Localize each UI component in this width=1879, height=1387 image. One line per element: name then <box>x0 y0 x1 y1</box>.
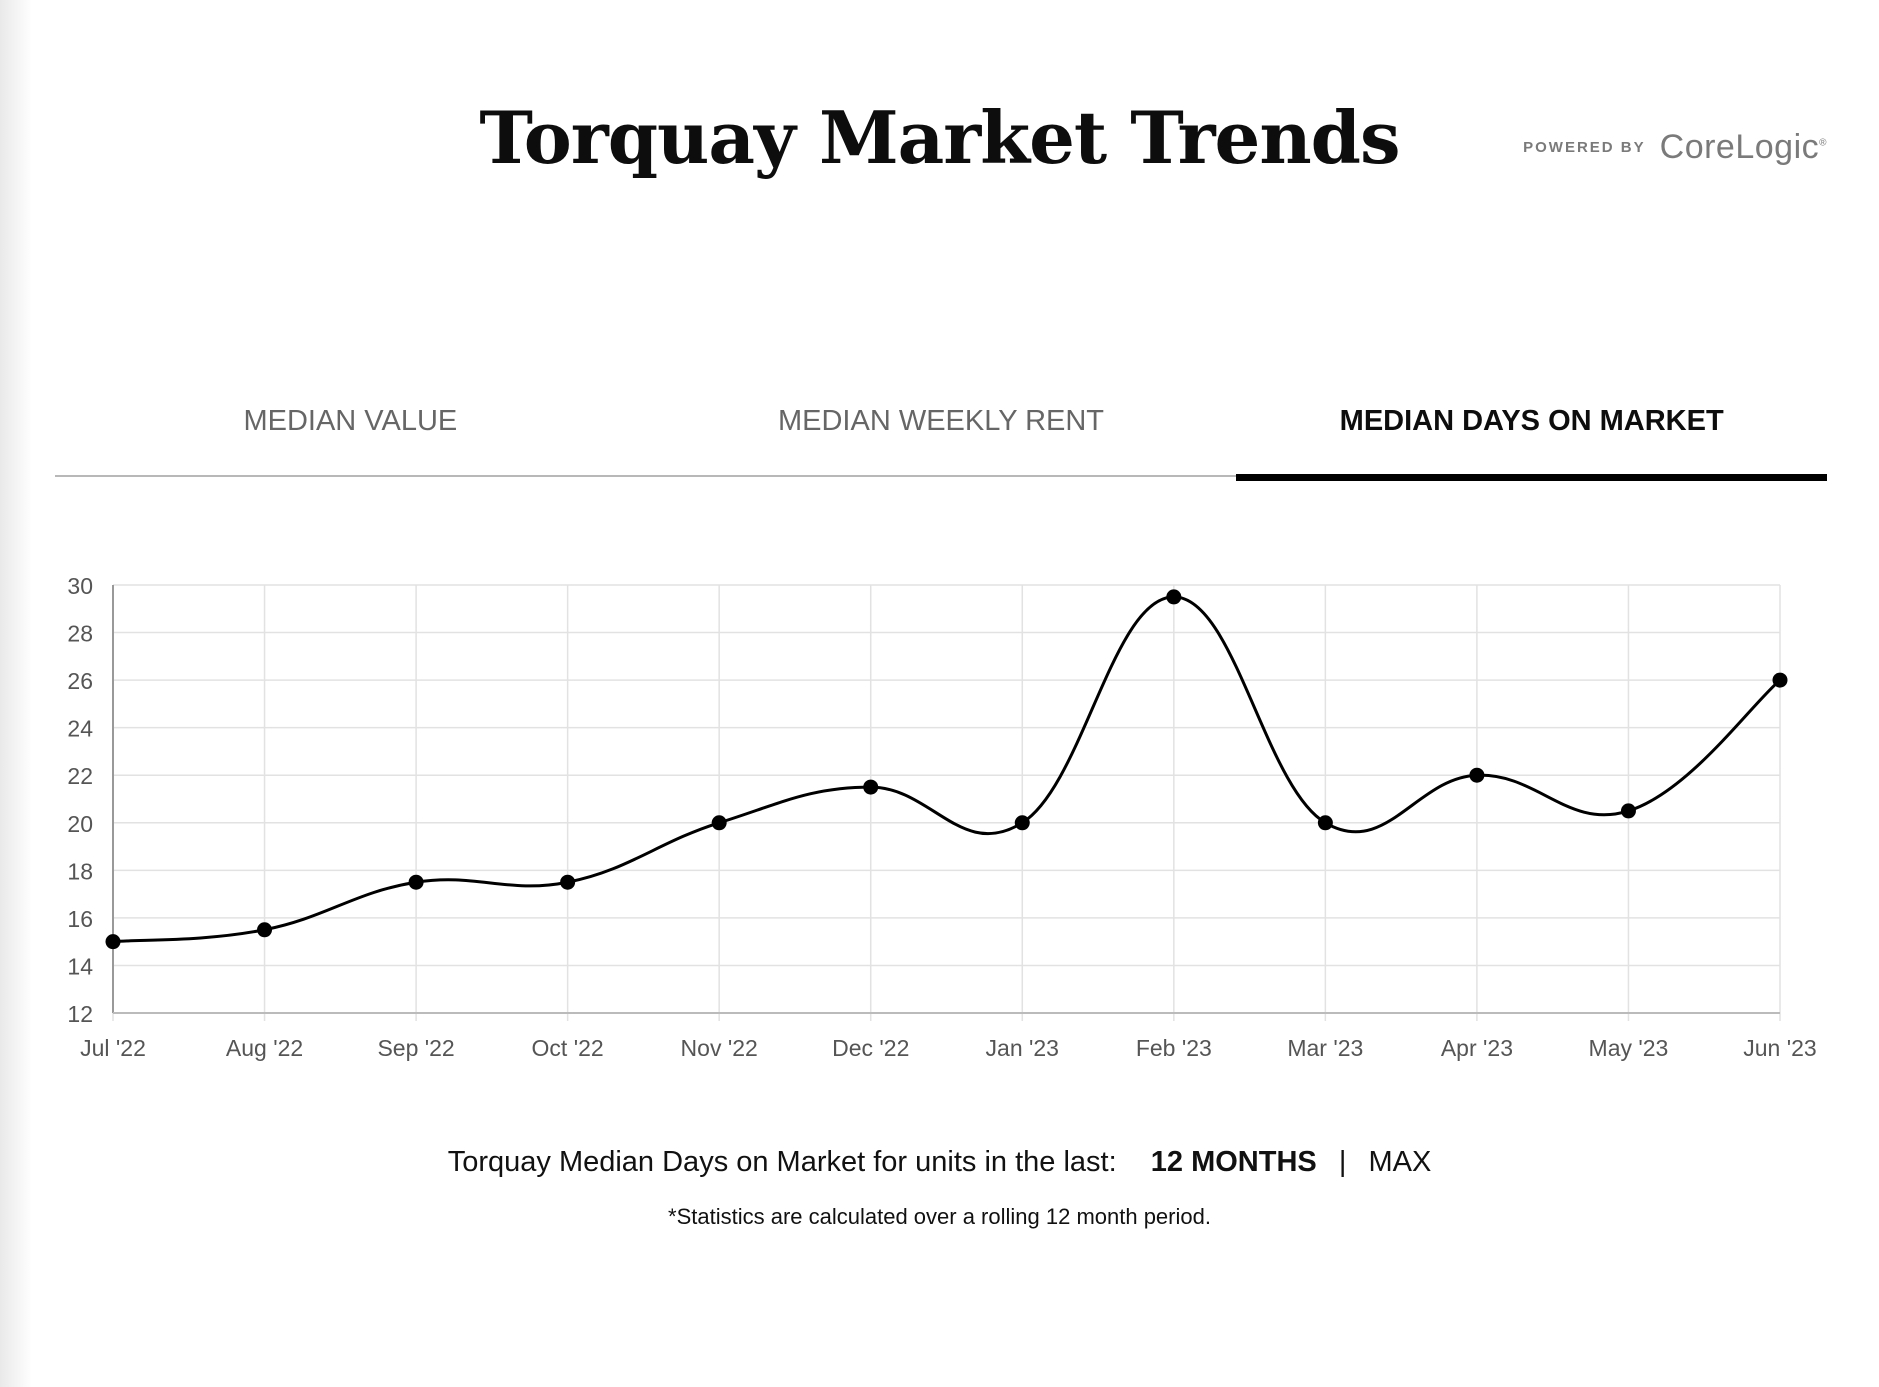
period-max-option[interactable]: MAX <box>1368 1146 1432 1178</box>
x-tick-label: Jan '23 <box>986 1035 1059 1061</box>
x-tick-label: Feb '23 <box>1136 1035 1212 1061</box>
page-title: Torquay Market Trends <box>479 95 1400 180</box>
powered-by-label: POWERED BY <box>1523 139 1646 156</box>
data-point <box>1166 589 1182 605</box>
brand-name: CoreLogic <box>1659 128 1820 166</box>
y-tick-label: 14 <box>67 953 93 979</box>
y-tick-label: 12 <box>67 1001 93 1027</box>
y-tick-label: 20 <box>67 811 93 837</box>
corelogic-logo: CoreLogic® <box>1660 128 1827 167</box>
statistics-note: *Statistics are calculated over a rollin… <box>668 1204 1211 1229</box>
x-tick-label: Apr '23 <box>1441 1035 1513 1061</box>
data-point <box>1014 815 1030 831</box>
powered-by-logo: POWERED BY CoreLogic® <box>1523 128 1827 167</box>
y-tick-label: 24 <box>67 716 93 742</box>
x-tick-label: Nov '22 <box>681 1035 758 1061</box>
period-separator: | <box>1338 1146 1347 1178</box>
tab-median-days-on-market[interactable]: MEDIAN DAYS ON MARKET <box>1236 395 1827 481</box>
x-tick-label: Oct '22 <box>532 1035 604 1061</box>
x-tick-label: Jul '22 <box>80 1035 146 1061</box>
y-tick-label: 28 <box>67 621 93 647</box>
x-tick-label: Aug '22 <box>226 1035 303 1061</box>
y-tick-label: 22 <box>67 763 93 789</box>
data-point <box>1772 672 1788 688</box>
data-point <box>257 922 273 938</box>
y-tick-label: 30 <box>67 573 93 599</box>
data-point <box>1469 767 1485 783</box>
y-tick-label: 26 <box>67 668 93 694</box>
tab-median-weekly-rent[interactable]: MEDIAN WEEKLY RENT <box>777 405 1105 437</box>
series-line <box>112 595 1781 944</box>
data-point <box>711 815 727 831</box>
data-point <box>1620 803 1636 819</box>
metric-tabs: MEDIAN VALUE MEDIAN WEEKLY RENT MEDIAN D… <box>55 395 1827 481</box>
data-point <box>1317 815 1333 831</box>
period-12-months-option[interactable]: 12 MONTHS <box>1150 1146 1317 1178</box>
data-point <box>863 779 879 795</box>
brand-mark: ® <box>1819 137 1827 149</box>
x-tick-label: Sep '22 <box>377 1035 454 1061</box>
data-point <box>105 934 121 950</box>
x-tick-label: Mar '23 <box>1287 1035 1363 1061</box>
x-tick-label: Dec '22 <box>832 1035 909 1061</box>
y-tick-label: 16 <box>67 906 93 932</box>
data-point <box>560 874 576 890</box>
data-point <box>408 874 424 890</box>
x-tick-label: May '23 <box>1589 1035 1669 1061</box>
period-caption: Torquay Median Days on Market for units … <box>447 1146 1117 1178</box>
period-selector: Torquay Median Days on Market for units … <box>0 1146 1879 1179</box>
left-edge-shade <box>0 0 32 1387</box>
x-tick-label: Jun '23 <box>1743 1035 1816 1061</box>
y-tick-label: 18 <box>67 858 93 884</box>
tab-median-value[interactable]: MEDIAN VALUE <box>243 405 458 437</box>
